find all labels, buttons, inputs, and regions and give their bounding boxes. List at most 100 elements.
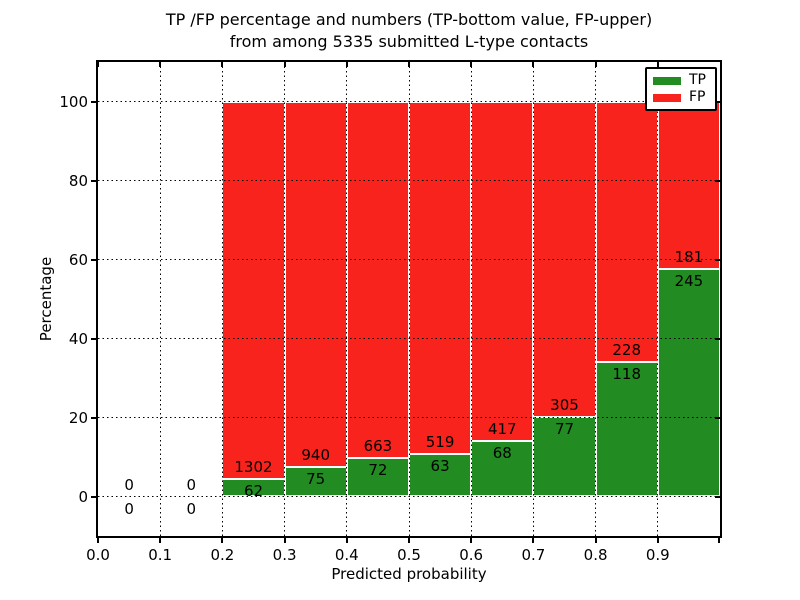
x-tick-top [470, 62, 473, 67]
fp-count-label: 305 [550, 395, 579, 414]
bar-fp-bin-0.5 [409, 101, 472, 454]
x-axis-label: Predicted probability [331, 565, 487, 583]
legend-item-tp: TP [653, 73, 709, 88]
bar-tp-bin-0.8 [595, 361, 658, 497]
tp-count-label: 0 [186, 499, 197, 518]
x-tick-label: 0.9 [645, 546, 670, 564]
x-tick-top [656, 62, 659, 67]
v-gridline [284, 62, 286, 536]
legend-label-fp: FP [689, 89, 706, 105]
x-tick-label: 0.0 [86, 546, 110, 564]
v-gridline [159, 62, 161, 536]
bar-fp-bin-0.4 [346, 101, 409, 458]
bar-tp-bin-0.5 [409, 453, 472, 497]
y-tick-label: 0 [78, 487, 88, 506]
y-tick-label: 100 [59, 92, 88, 111]
tp-count-label: 63 [430, 456, 450, 475]
tp-count-label: 245 [674, 272, 704, 291]
v-gridline [470, 62, 472, 536]
legend: TP FP [645, 67, 717, 111]
x-tick-top [345, 62, 348, 67]
v-gridline [408, 62, 410, 536]
bar-tp-bin-0.6 [471, 441, 534, 497]
bar-tp-bin-0.9 [657, 269, 720, 497]
bar-fp-bin-0.9 [657, 101, 720, 270]
bar-fp-bin-0.6 [471, 101, 534, 442]
x-tick-bottom [97, 538, 99, 543]
x-tick-bottom [718, 538, 720, 543]
fp-count-label: 940 [301, 446, 330, 465]
fp-count-label: 181 [674, 248, 704, 267]
x-tick-top [159, 62, 162, 67]
x-tick-bottom [594, 538, 597, 543]
x-tick-top [221, 62, 224, 67]
fp-count-label: 519 [425, 432, 455, 451]
chart-title-line1: TP /FP percentage and numbers (TP-bottom… [165, 10, 653, 29]
fp-color-swatch-icon [653, 93, 681, 102]
x-tick-bottom [345, 538, 348, 543]
tp-count-label: 77 [554, 419, 575, 438]
y-tick-label: 40 [68, 329, 88, 348]
y-tick-label: 60 [68, 250, 88, 269]
legend-label-tp: TP [689, 72, 706, 88]
bar-tp-bin-0.3 [284, 467, 347, 497]
x-tick-label: 0.1 [148, 546, 173, 564]
tp-count-label: 62 [243, 481, 264, 500]
tp-count-label: 72 [368, 460, 388, 479]
y-tick-label: 80 [68, 171, 88, 190]
x-tick-label: 0.3 [272, 546, 297, 564]
x-tick-top [532, 62, 535, 67]
tp-count-label: 118 [612, 364, 641, 383]
tp-color-swatch-icon [653, 76, 681, 85]
bar-tp-bin-0.4 [346, 457, 409, 497]
y-tick-left [91, 337, 96, 340]
x-tick-label: 0.8 [583, 546, 608, 564]
x-tick-top [408, 62, 410, 67]
y-tick-right [715, 258, 720, 261]
fp-count-label: 1302 [234, 457, 273, 476]
y-tick-right [715, 100, 720, 103]
fp-count-label: 0 [124, 475, 134, 494]
x-tick-top [594, 62, 597, 67]
x-tick-label: 0.7 [521, 546, 546, 564]
bar-fp-bin-0.3 [284, 101, 347, 468]
fp-count-label: 0 [186, 475, 197, 494]
y-tick-left [91, 495, 96, 498]
y-tick-right [715, 495, 720, 498]
legend-item-fp: FP [653, 90, 709, 105]
v-gridline [221, 62, 223, 536]
y-tick-right [715, 179, 720, 182]
v-gridline [346, 62, 348, 536]
x-tick-label: 0.2 [210, 546, 235, 564]
bar-fp-bin-0.2 [222, 101, 285, 479]
v-gridline [595, 62, 597, 536]
x-tick-top [283, 62, 286, 67]
y-tick-left [91, 416, 96, 419]
y-tick-left [91, 100, 96, 103]
x-tick-label: 0.6 [459, 546, 484, 564]
fp-count-label: 228 [612, 340, 641, 359]
bar-fp-bin-0.8 [595, 101, 658, 362]
tp-count-label: 68 [492, 444, 512, 463]
tp-count-label: 0 [124, 499, 134, 518]
x-tick-bottom [283, 538, 286, 543]
x-tick-label: 0.4 [334, 546, 359, 564]
v-gridline [657, 62, 659, 536]
x-tick-bottom [408, 538, 410, 543]
x-tick-bottom [221, 538, 224, 543]
v-gridline [532, 62, 534, 536]
fp-count-label: 417 [487, 420, 517, 439]
y-tick-right [715, 416, 720, 419]
y-tick-right [715, 337, 720, 340]
y-tick-left [91, 258, 96, 261]
chart-title-line2: from among 5335 submitted L-type contact… [229, 32, 589, 51]
x-tick-bottom [470, 538, 473, 543]
y-tick-left [91, 179, 96, 182]
x-tick-bottom [656, 538, 659, 543]
x-tick-bottom [532, 538, 535, 543]
plot-area: 0 0 0 0 1302 62 940 75 663 72 519 63 417 68 305 77 228 11… [96, 60, 722, 538]
fp-count-label: 663 [363, 436, 393, 455]
x-tick-top [97, 62, 99, 67]
tp-count-label: 75 [306, 470, 326, 489]
